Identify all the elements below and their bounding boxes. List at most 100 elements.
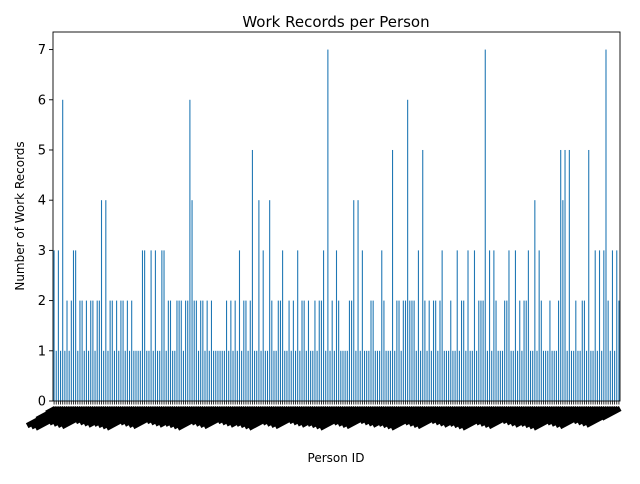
bar	[562, 200, 564, 401]
bar	[113, 350, 115, 401]
bar	[517, 350, 519, 401]
bar	[264, 350, 266, 401]
bar	[491, 350, 493, 401]
bar	[374, 350, 376, 401]
bar	[594, 250, 596, 401]
bar	[157, 350, 159, 401]
bar	[381, 250, 383, 401]
bar	[536, 350, 538, 401]
bar	[256, 350, 258, 401]
bar	[404, 300, 407, 401]
bar	[167, 300, 169, 401]
bar	[215, 350, 217, 401]
bar	[219, 350, 221, 401]
bar	[232, 350, 234, 401]
bar	[152, 350, 154, 401]
bar	[551, 350, 553, 401]
bar	[504, 300, 506, 401]
bar	[359, 350, 361, 401]
bar	[213, 350, 215, 401]
bar	[376, 350, 378, 401]
bar	[476, 350, 478, 401]
bar	[430, 350, 432, 401]
bar	[590, 350, 592, 401]
bar	[165, 350, 167, 401]
bar	[575, 300, 577, 401]
x-tick-label-mark	[600, 405, 622, 421]
bar	[206, 300, 208, 401]
bar	[398, 300, 400, 401]
bar	[122, 300, 124, 401]
bar	[383, 300, 385, 401]
bar	[208, 350, 210, 401]
bar	[329, 350, 331, 401]
bar	[277, 300, 279, 401]
bar	[107, 350, 109, 401]
bar	[348, 300, 350, 401]
bar	[185, 300, 187, 401]
bar	[154, 250, 156, 401]
x-axis-label: Person ID	[308, 451, 365, 465]
bar	[172, 350, 174, 401]
bar	[62, 99, 64, 401]
bar	[497, 350, 499, 401]
bar	[100, 200, 103, 401]
bar	[495, 300, 497, 401]
bar	[187, 300, 189, 401]
bar	[413, 300, 415, 401]
bar	[361, 250, 363, 401]
bar	[189, 99, 191, 401]
bar	[284, 350, 286, 401]
bar	[316, 350, 318, 401]
bar	[116, 300, 118, 401]
bar	[467, 250, 469, 401]
bar	[303, 300, 305, 401]
bar	[103, 350, 105, 401]
bar	[506, 300, 508, 401]
bar	[532, 350, 534, 401]
bar	[458, 350, 460, 401]
bar	[394, 350, 396, 401]
bar	[169, 300, 172, 401]
bar	[286, 350, 288, 401]
bar	[323, 250, 325, 401]
bar	[105, 200, 107, 401]
bar	[94, 350, 96, 401]
bar	[555, 350, 557, 401]
bar	[131, 300, 133, 401]
bar	[223, 350, 225, 401]
bar	[295, 350, 297, 401]
bar	[568, 149, 570, 401]
y-tick-label: 6	[38, 93, 46, 108]
bar	[370, 300, 372, 401]
bar	[545, 350, 547, 401]
bar	[409, 300, 411, 401]
bar	[327, 49, 329, 401]
bar	[238, 250, 241, 401]
bar	[368, 350, 370, 401]
bar	[480, 300, 482, 401]
bar	[581, 300, 583, 401]
bar	[415, 350, 417, 401]
bar	[424, 300, 426, 401]
bar	[135, 350, 137, 401]
bar	[279, 300, 281, 401]
bar	[120, 300, 122, 401]
bar	[607, 300, 609, 401]
bar	[570, 350, 573, 401]
bar	[564, 149, 566, 401]
bar	[262, 250, 264, 401]
bar	[525, 300, 527, 401]
bar	[432, 300, 435, 401]
bar	[141, 250, 144, 401]
bar	[269, 200, 271, 401]
bar	[221, 350, 223, 401]
bar	[340, 350, 342, 401]
bar	[124, 350, 126, 401]
bar	[230, 300, 232, 401]
bar	[297, 250, 299, 401]
bar	[204, 350, 206, 401]
bar	[75, 250, 77, 401]
bar	[81, 300, 83, 401]
